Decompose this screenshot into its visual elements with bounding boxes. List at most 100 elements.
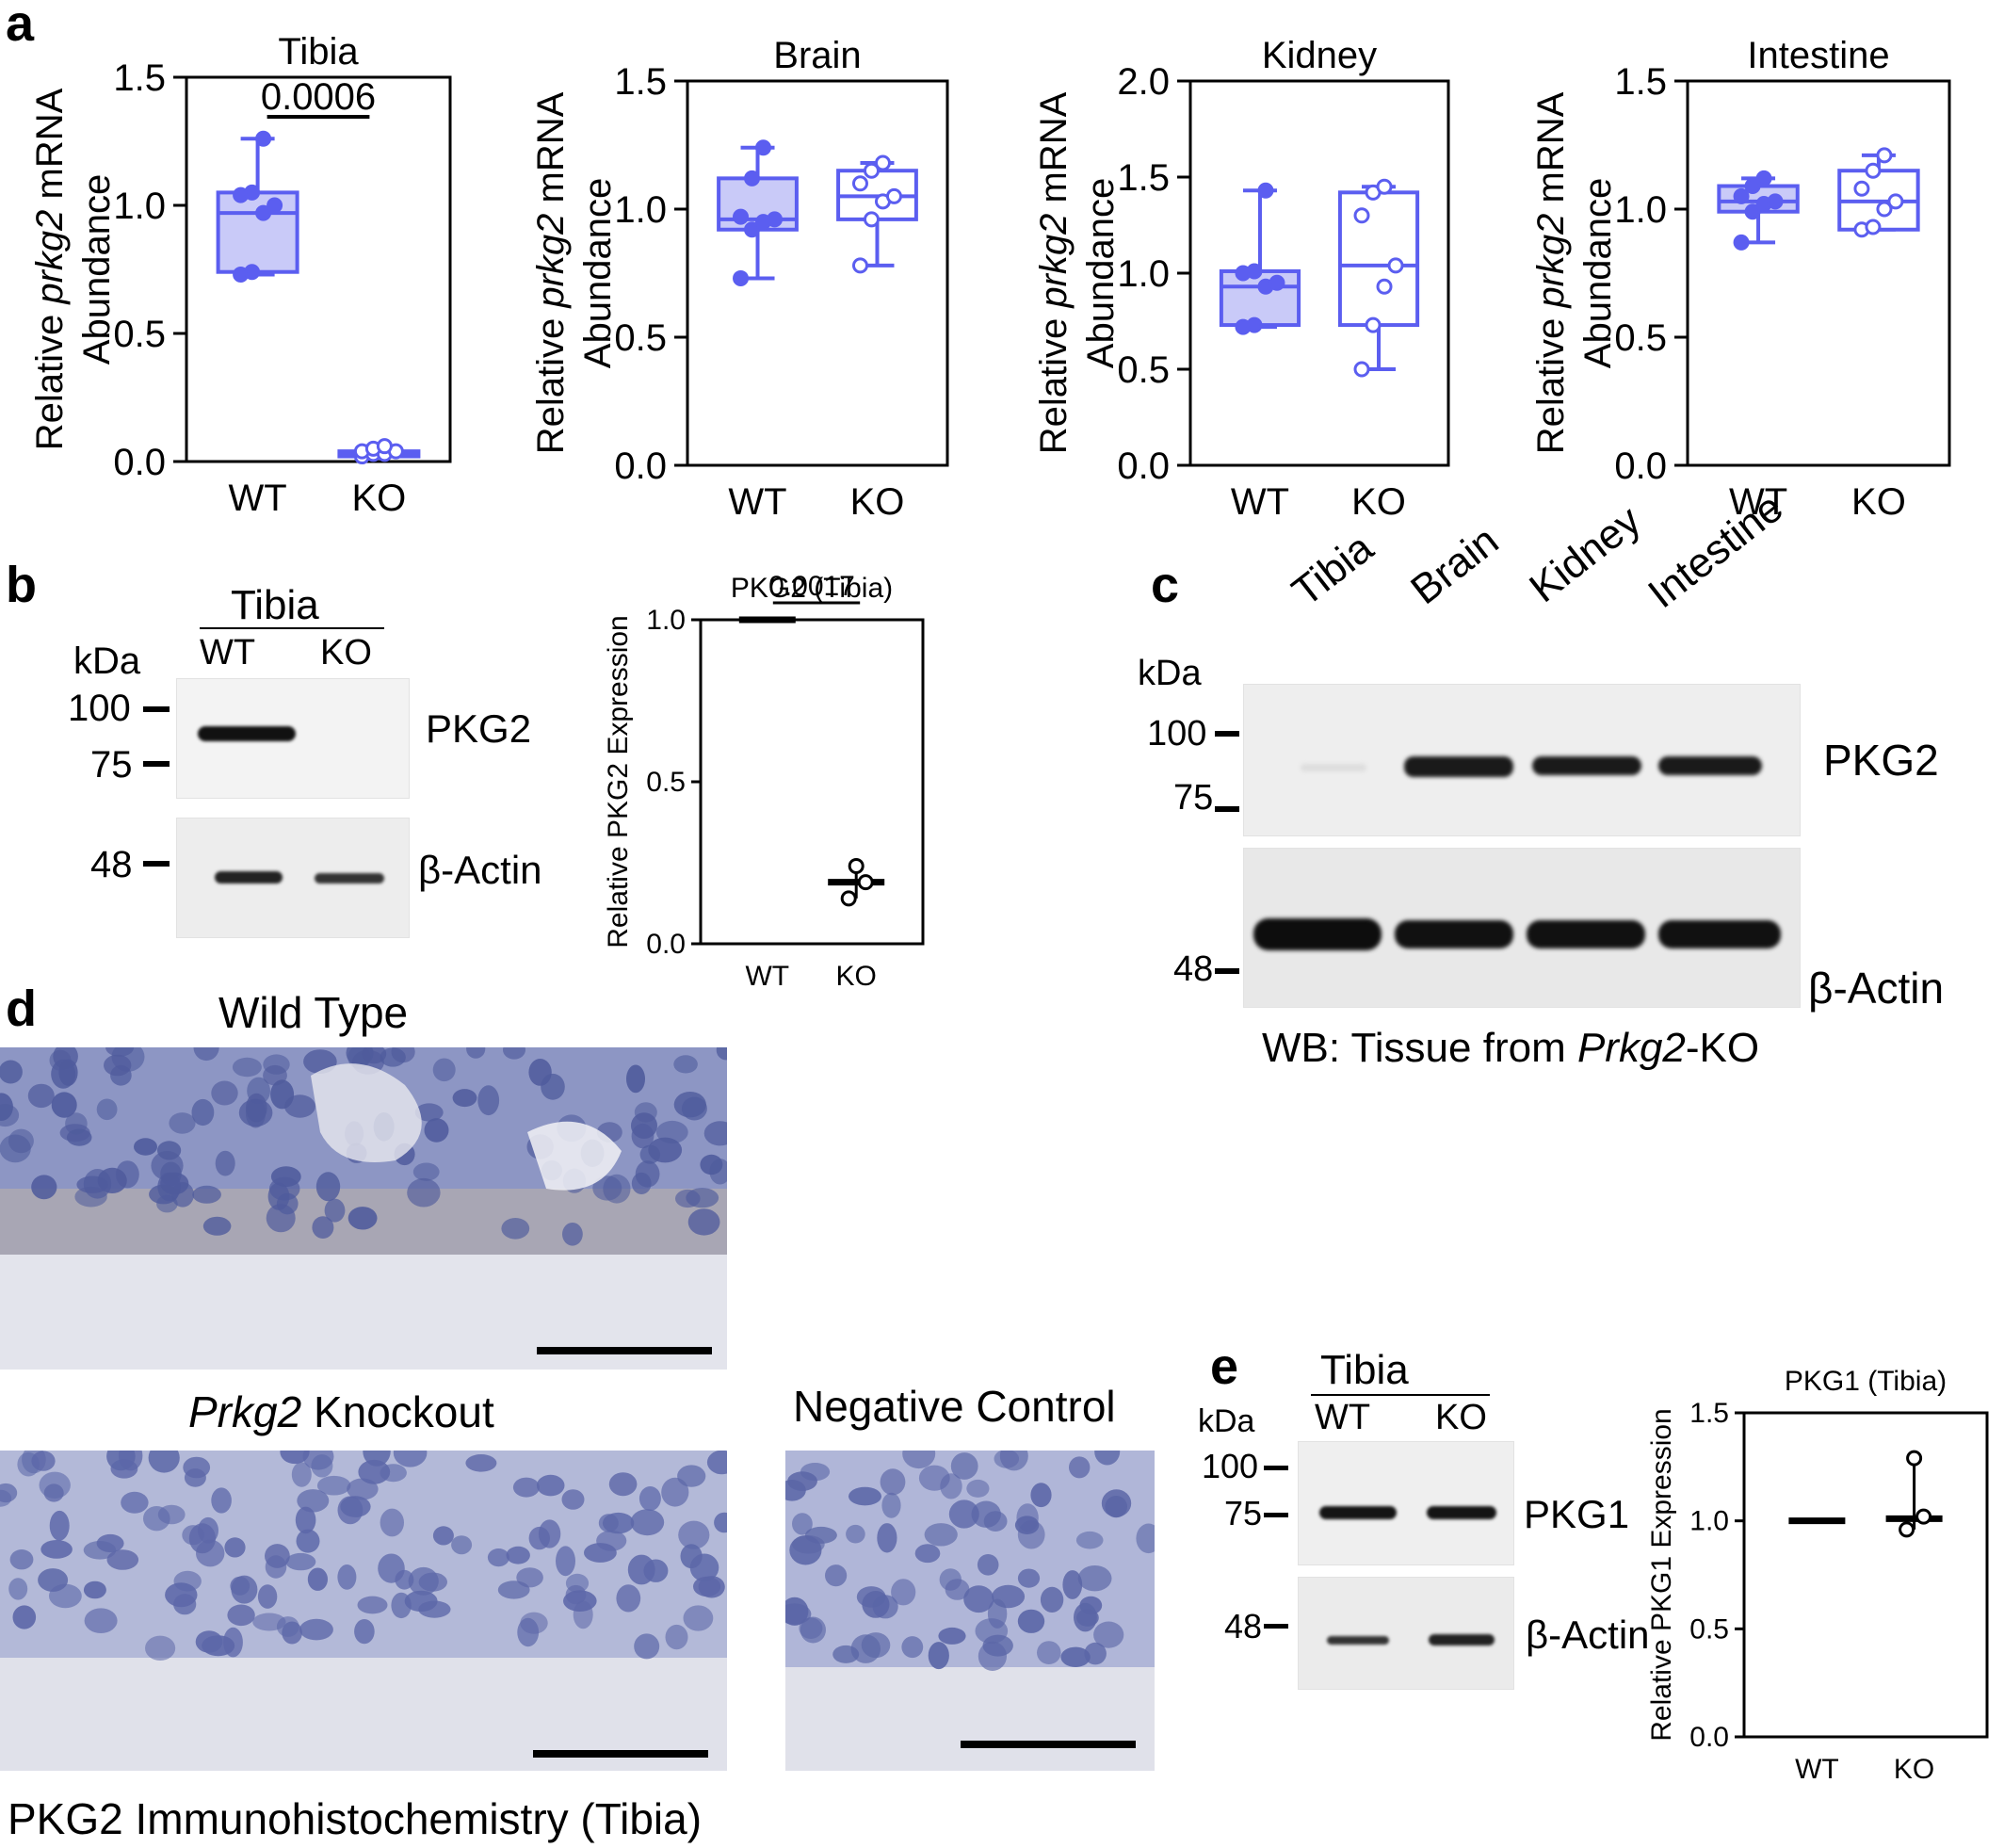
kidney-xlabel-ko: KO [1351, 481, 1406, 523]
nucleus [673, 1092, 706, 1118]
blot-c-lane-tibia: Tibia [1284, 524, 1382, 616]
nucleus [635, 1160, 660, 1188]
blot-c-marker-75: 75 [1173, 778, 1214, 818]
nucleus [266, 1204, 296, 1233]
blot-b-header-line [200, 627, 384, 629]
blot-b-label-pkg2: PKG2 [426, 706, 532, 751]
panel-d-caption: PKG2 Immunohistochemistry (Tibia) [8, 1794, 703, 1843]
tibia-point-1-6 [376, 438, 393, 455]
intestine-ylabel-line2: Abundance [1577, 178, 1619, 368]
blot-c-tick-75 [1215, 806, 1239, 812]
chart-tibia-mrna: Tibia 0.0 0.5 1.0 1.5 Relative prkg2 mRNAAbun… [29, 31, 452, 519]
nucleus [211, 1080, 238, 1106]
blot-b-tick-48 [143, 861, 170, 867]
nucleus [380, 1508, 404, 1537]
nucleus [1079, 1596, 1103, 1615]
micrograph-wild-type [0, 1047, 727, 1370]
intestine-point-0-0 [1733, 234, 1750, 251]
tibia-point-0-5 [244, 184, 261, 201]
nucleus [358, 1459, 391, 1484]
nucleus [296, 1529, 320, 1553]
intestine-point-0-5 [1744, 178, 1761, 195]
intestine-xlabel-ko: KO [1851, 481, 1906, 523]
micrograph-negative-control [785, 1451, 1155, 1771]
nucleus [337, 1564, 357, 1590]
tibia-sig-label: 0.0006 [261, 76, 376, 118]
nucleus [451, 1535, 473, 1555]
nucleus [184, 1468, 206, 1487]
blot-c-caption: WB: Tissue from Prkg2-KO [1262, 1025, 1760, 1071]
blot-c-actin-membrane [1243, 848, 1801, 1008]
micrograph-knockout-image [0, 1451, 727, 1771]
nucleus [665, 1624, 688, 1650]
nucleus [59, 1124, 90, 1143]
panel-label-a: a [6, 0, 35, 52]
blot-e-label-pkg1: PKG1 [1524, 1492, 1630, 1536]
brain-xlabel-wt: WT [728, 481, 786, 523]
nucleus [902, 1451, 936, 1469]
blot-c-actin-band-intestine [1658, 920, 1781, 948]
intestine-point-0-3 [1767, 193, 1784, 210]
tibia-box-ko [337, 438, 421, 465]
blot-e-lane-wt: WT [1315, 1398, 1371, 1437]
nucleus [661, 1477, 689, 1507]
brain-box-ko [836, 154, 918, 274]
brain-ylabel: Relative prkg2 mRNA [530, 91, 572, 454]
nucleus [391, 1592, 412, 1619]
nucleus [677, 1465, 706, 1487]
intestine-box-wt [1717, 170, 1800, 251]
kidney-ytick-label-1: 0.5 [1117, 349, 1170, 391]
kidney-box-wt [1219, 182, 1301, 335]
intestine-point-1-1 [1865, 219, 1882, 235]
nucleus [169, 1112, 196, 1134]
nucleus [506, 1546, 530, 1564]
tibia-ylabel: Relative prkg2 mRNA [29, 88, 71, 450]
blot-c-pkg2-band-intestine [1658, 756, 1762, 775]
intestine-title: Intestine [1747, 35, 1889, 76]
kidney-ylabel: Relative prkg2 mRNA [1033, 91, 1075, 454]
nucleus [477, 1085, 500, 1116]
nucleus [687, 1208, 720, 1236]
nucleus [1030, 1483, 1052, 1508]
blot-b-lane-ko: KO [320, 633, 372, 673]
brain-point-0-0 [733, 269, 750, 286]
nucleus [0, 1093, 13, 1121]
blot-e-marker-48: 48 [1224, 1607, 1263, 1645]
nucleus [1069, 1456, 1091, 1479]
intestine-ylabel: Relative prkg2 mRNA [1530, 91, 1572, 454]
brain-point-1-6 [874, 154, 891, 171]
tibia-ytick-label-3: 1.5 [113, 57, 166, 99]
nucleus [1094, 1451, 1121, 1466]
nucleus [263, 1064, 287, 1086]
blot-b-marker-48: 48 [90, 844, 133, 885]
nucleus [503, 1047, 525, 1060]
nucleus [224, 1537, 246, 1558]
blot-b-marker-100: 100 [68, 688, 131, 729]
nucleus [424, 1118, 449, 1143]
nucleus [634, 1102, 657, 1123]
blot-e-actin-band-ko [1429, 1634, 1495, 1645]
nucleus [1093, 1621, 1124, 1648]
nucleus [975, 1618, 1009, 1645]
nucleus [299, 1618, 333, 1641]
kidney-point-0-5 [1246, 263, 1263, 280]
nucleus [452, 1089, 477, 1108]
brain-point-1-5 [863, 162, 880, 179]
nucleus [315, 1172, 341, 1202]
kidney-ytick-label-2: 1.0 [1117, 253, 1170, 295]
nucleus [432, 1526, 454, 1546]
blot-e-lane-ko: KO [1435, 1398, 1487, 1437]
brain-box-wt [717, 139, 799, 286]
nucleus [630, 1509, 665, 1536]
kidney-point-1-4 [1353, 207, 1370, 224]
blot-e-tick-75 [1264, 1513, 1288, 1517]
nucleus [285, 1552, 316, 1571]
nucleus [191, 1098, 215, 1127]
nucleus [408, 1566, 439, 1596]
panel-d-neg-title: Negative Control [793, 1382, 1116, 1431]
brain-point-1-0 [851, 257, 868, 274]
nucleus [83, 1169, 112, 1199]
nucleus [257, 1584, 278, 1609]
blot-c-actin-band-brain [1395, 920, 1513, 948]
blot-b-tick-75 [143, 761, 170, 767]
